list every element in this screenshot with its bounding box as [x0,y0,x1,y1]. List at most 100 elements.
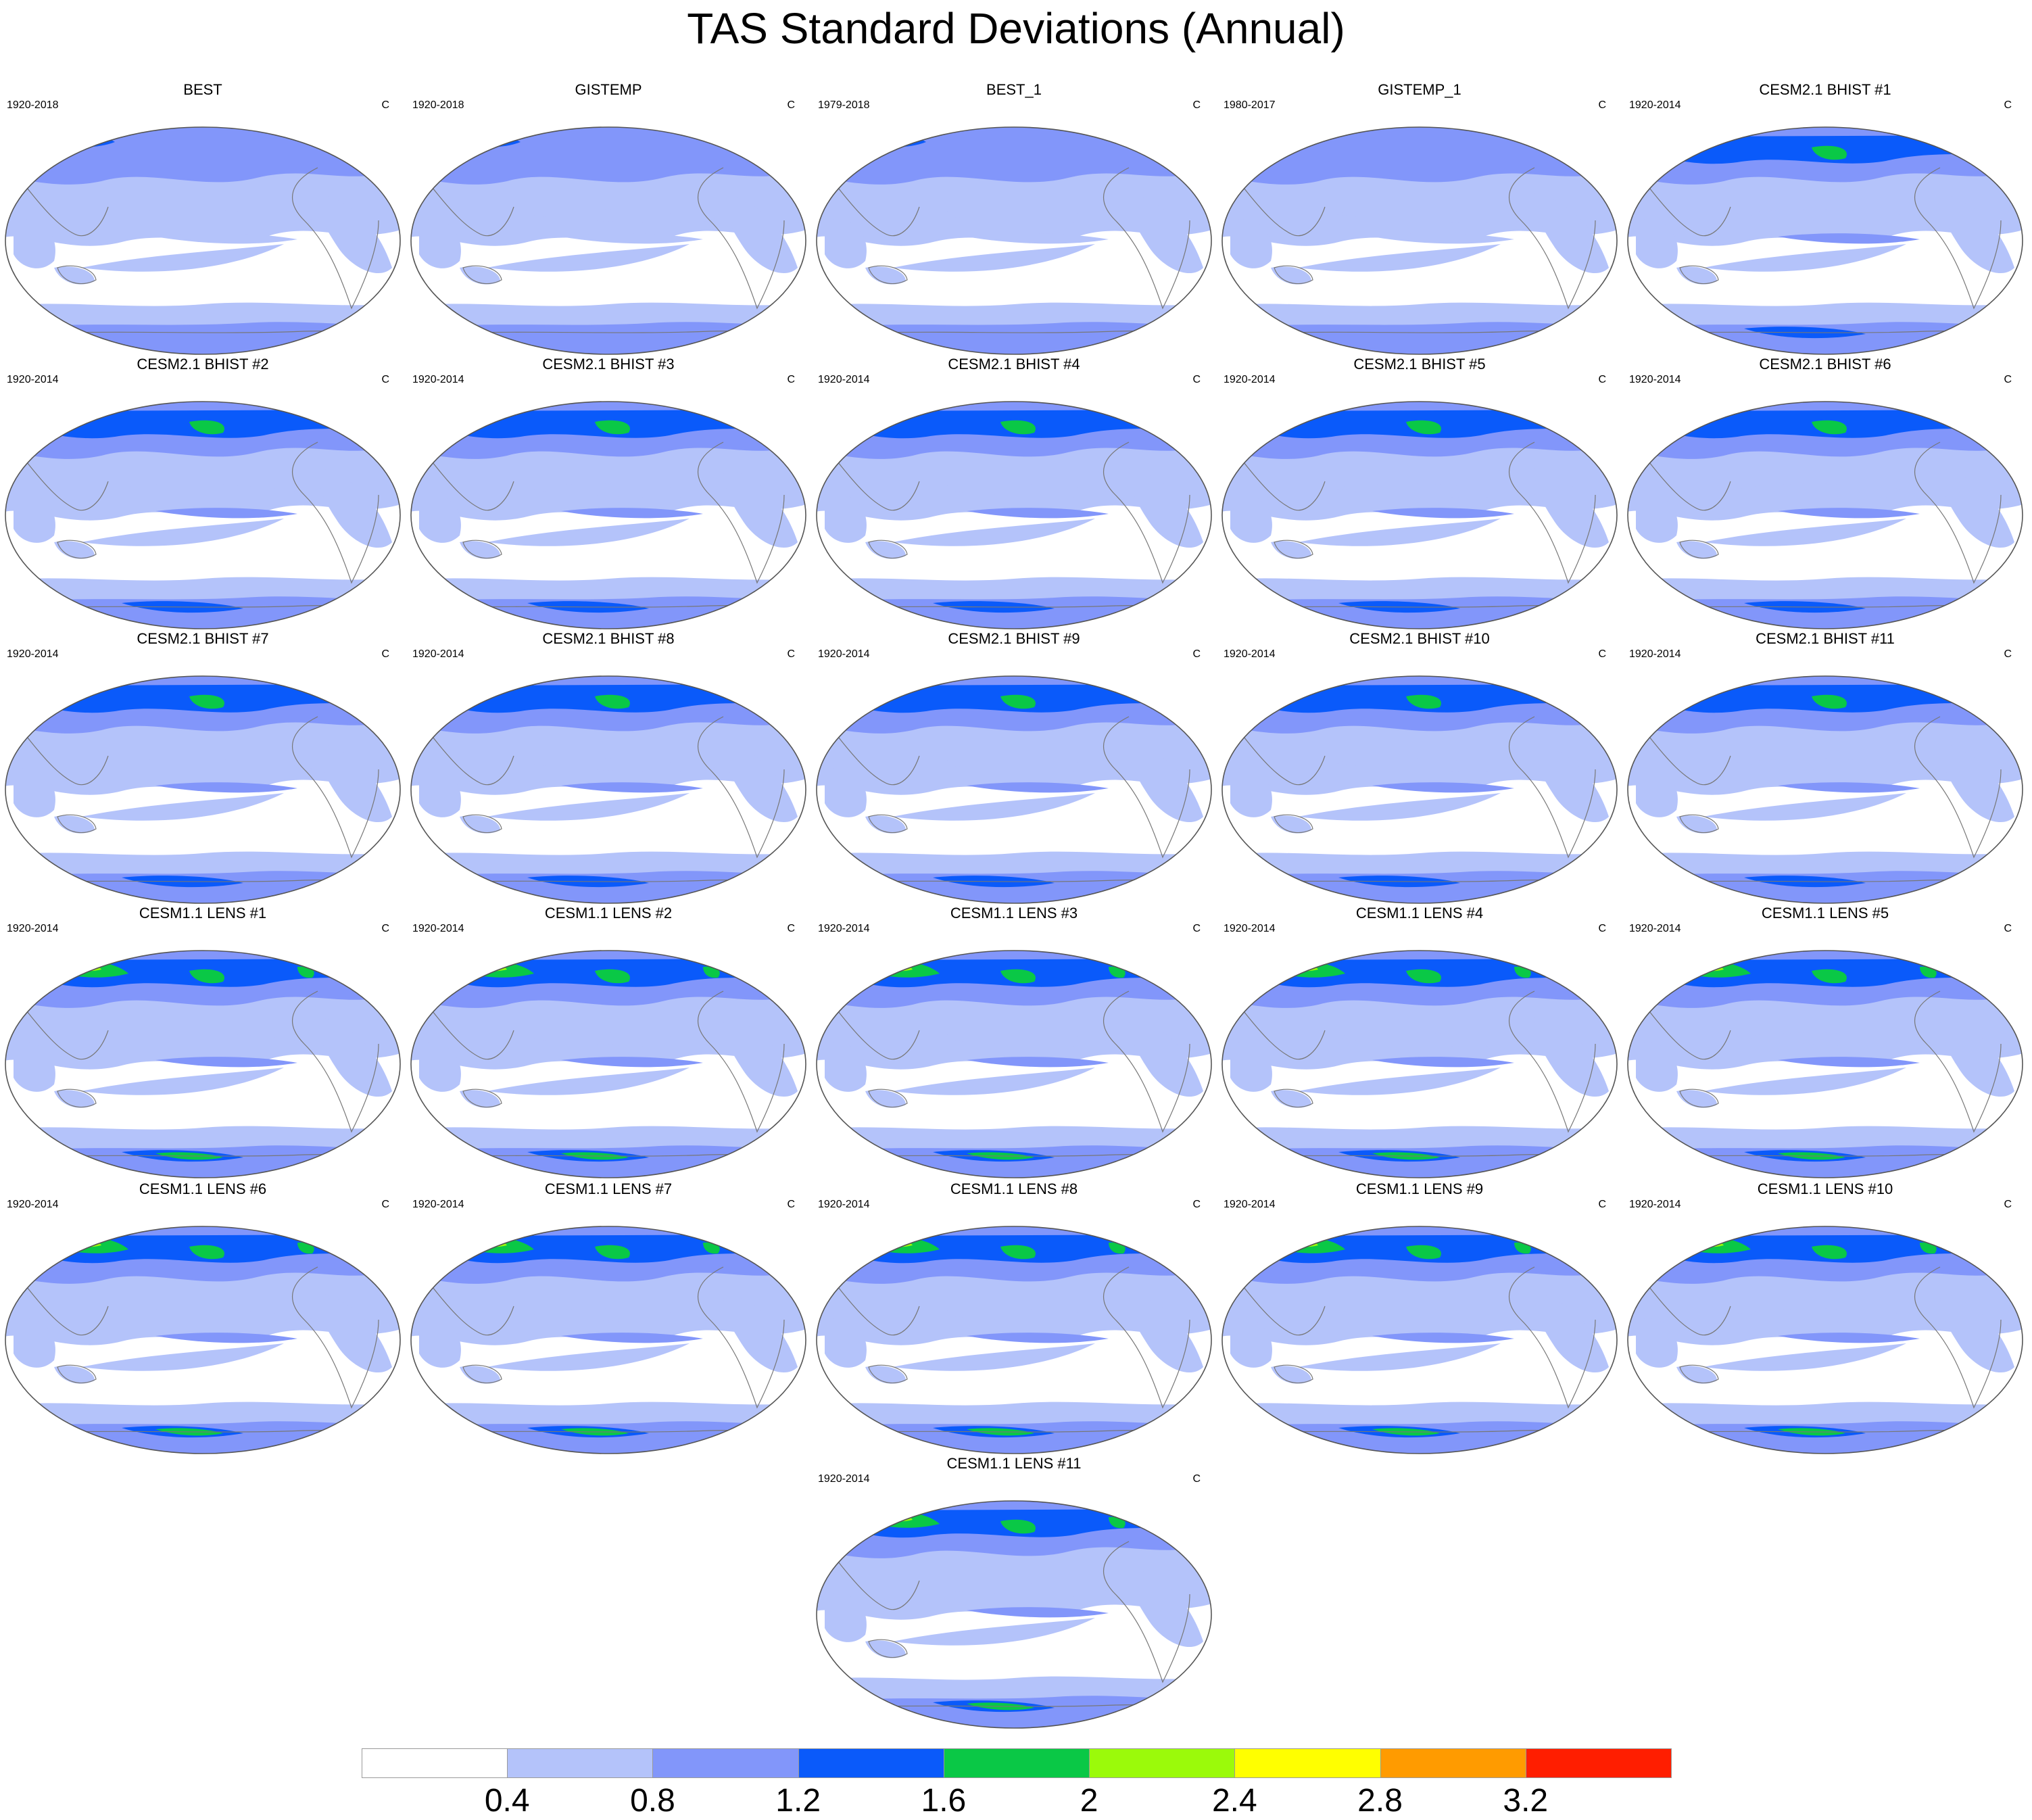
map-outline [816,1226,1212,1454]
north-pacific-band [926,1032,1129,1047]
australia-variability-region [54,815,95,834]
equatorial-pacific-tongue [967,1057,1109,1068]
map-panel: CESM1.1 LENS #10 1920-2014 C [1622,1180,2028,1456]
australia-coastline [462,265,502,285]
greenland-variability-peak [703,966,720,978]
world-map [1221,675,1618,904]
south-pacific-band [81,244,284,272]
siberia-variability-max [68,1239,101,1247]
antarctic-variability-region [817,322,1211,354]
greenland-variability-peak [1109,1516,1126,1529]
equatorial-pacific-tongue [155,782,297,793]
panel-title: CESM1.1 LENS #1 [139,905,267,921]
map-outline [1627,401,2023,629]
alaska-variability-peak [1812,694,1847,709]
map-panel: CESM2.1 BHIST #3 1920-2014 C [406,356,811,631]
map-panel: CESM2.1 BHIST #5 1920-2014 C [1217,356,1622,631]
australia-coastline [1679,540,1719,559]
map-panel: BEST_1 1979-2018 C [811,81,1217,357]
australia-coastline [1679,1364,1719,1384]
world-map [816,401,1212,629]
americas-coastline [1103,1541,1190,1683]
map-panel: CESM2.1 BHIST #6 1920-2014 C [1622,356,2028,631]
siberia-variability-max [1284,1239,1318,1247]
panel-title: CESM2.1 BHIST #5 [1353,356,1486,373]
north-pacific-band [1737,483,1940,498]
australia-coastline [57,540,97,559]
equatorial-pacific-tongue [155,233,297,244]
australia-coastline [462,814,502,834]
panel-units: C [1192,1199,1201,1210]
panel-period: 1920-2014 [818,923,870,934]
australia-variability-region [1271,1366,1311,1384]
americas-coastline [1103,167,1190,310]
panel-title: CESM2.1 BHIST #10 [1349,630,1490,647]
greenland-variability-peak [1109,966,1126,978]
equatorial-pacific-tongue [155,1333,297,1343]
north-pacific-band [1737,758,1940,772]
greenland-variability-peak [1920,1242,1937,1254]
greenland-variability-peak [1514,1242,1531,1254]
panel-title: CESM1.1 LENS #9 [1355,1180,1484,1197]
south-pacific-band [892,1068,1095,1095]
americas-coastline [1509,990,1596,1133]
africa-variability-region [419,494,461,543]
africa-variability-region [14,1043,55,1092]
australia-variability-region [865,541,906,559]
antarctic-variability-region [411,1145,806,1178]
equatorial-pacific-tongue [155,1057,297,1068]
australia-coastline [1274,265,1313,285]
panel-period: 1920-2014 [1629,99,1681,111]
map-panel: CESM2.1 BHIST #1 1920-2014 C [1622,81,2028,357]
panel-title: CESM2.1 BHIST #6 [1759,356,1891,373]
world-map [410,1226,806,1454]
asia-coastline [1649,1011,1731,1060]
map-outline [410,126,806,355]
alaska-variability-peak [1406,694,1441,709]
map-panel: CESM1.1 LENS #3 1920-2014 C [811,905,1217,1180]
panel-period: 1920-2014 [412,923,464,934]
equatorial-pacific-tongue [1372,1333,1514,1343]
map-outline [816,950,1212,1178]
africa-variability-region [1636,1043,1678,1092]
panel-units: C [1598,99,1606,111]
colorbar-swatch [1525,1748,1672,1778]
south-pacific-band [1298,793,1501,821]
world-map [816,126,1212,355]
map-outline [5,126,401,355]
panel-title: CESM1.1 LENS #8 [950,1180,1078,1197]
siberia-variability-max [1284,963,1318,972]
south-pacific-band [1298,244,1501,272]
alaska-variability-peak [1812,1245,1847,1260]
panel-title: CESM2.1 BHIST #11 [1756,630,1895,647]
south-pacific-band [81,793,284,821]
northern-high-variability-region [5,127,400,185]
panel-period: 1979-2018 [818,99,870,111]
south-pacific-band [81,1343,284,1371]
panel-period: 1920-2014 [1629,374,1681,385]
australia-variability-region [460,266,500,285]
antarctic-variability-region [1628,871,2023,903]
colorbar-tick-label: 0.8 [630,1783,675,1819]
alaska-variability-peak [1812,969,1847,984]
asia-coastline [1243,462,1326,511]
australia-variability-region [865,1366,906,1384]
map-outline [1221,126,1618,355]
americas-coastline [1103,716,1190,859]
australia-coastline [868,1364,908,1384]
panel-period: 1920-2014 [7,923,59,934]
africa-variability-region [825,768,867,817]
south-pacific-band [1703,793,1906,821]
equatorial-pacific-tongue [561,508,703,519]
map-panel: GISTEMP_1 1980-2017 C [1217,81,1622,357]
panel-units: C [1192,923,1201,934]
panel-units: C [1192,1473,1201,1485]
americas-coastline [698,167,785,310]
siberia-variability-max [473,1239,507,1247]
map-outline [5,401,401,629]
asia-coastline [432,736,514,786]
americas-coastline [1914,716,2002,859]
world-map [5,401,401,629]
panel-title: CESM2.1 BHIST #1 [1759,81,1891,98]
australia-variability-region [1271,815,1311,834]
